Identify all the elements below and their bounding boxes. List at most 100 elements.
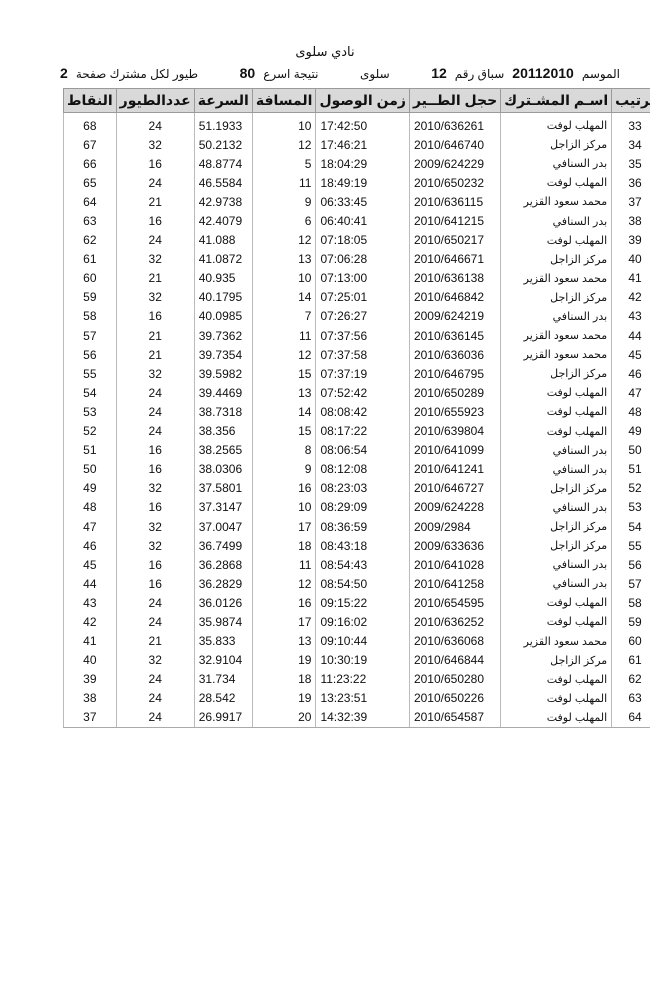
speed-cell: 38.0306 [193, 459, 253, 479]
arrival-time-cell: 07:25:01 [315, 287, 410, 307]
rank-cell: 45 [611, 345, 650, 365]
distance-cell: 19 [251, 650, 317, 670]
bird-count-cell: 16 [115, 154, 195, 174]
points-cell: 64 [63, 192, 117, 212]
participant-cell: بدر السنافي [500, 497, 613, 517]
distance-cell: 15 [251, 421, 317, 441]
distance-cell: 5 [251, 154, 317, 174]
distance-cell: 13 [251, 631, 317, 651]
speed-cell: 35.833 [193, 631, 253, 651]
arrival-time-cell: 09:10:44 [315, 631, 410, 651]
arrival-time-cell: 17:42:50 [315, 112, 410, 136]
ring-cell: 2010/650226 [408, 688, 502, 708]
table-row: 41 محمد سعود القزير 2010/636138 07:13:00 10 4… [63, 268, 650, 288]
col-arrival-time: زمن الوصول [315, 88, 410, 113]
rank-cell: 34 [611, 135, 650, 155]
table-row: 51 بدر السنافي 2010/641241 08:12:08 9 38.0306… [63, 459, 650, 479]
distance-cell: 18 [251, 536, 317, 556]
ring-cell: 2010/641241 [408, 459, 502, 479]
participant-cell: مركز الزاجل [500, 287, 613, 307]
rank-cell: 63 [611, 688, 650, 708]
ring-cell: 2010/646842 [408, 287, 502, 307]
rank-cell: 46 [611, 364, 650, 384]
table-row: 38 بدر السنافي 2010/641215 06:40:41 6 42.4079… [63, 211, 650, 231]
distance-cell: 7 [251, 306, 317, 327]
points-cell: 60 [63, 268, 117, 288]
table-row: 48 المهلب لوفت 2010/655923 08:08:42 14 38.731… [63, 402, 650, 422]
distance-cell: 13 [251, 249, 317, 269]
arrival-time-cell: 07:18:05 [315, 230, 410, 250]
ring-cell: 2010/646844 [408, 650, 502, 670]
rank-cell: 52 [611, 478, 650, 498]
participant-cell: المهلب لوفت [500, 707, 613, 728]
bird-count-cell: 24 [115, 173, 195, 193]
distance-cell: 16 [251, 593, 317, 613]
rank-cell: 33 [611, 112, 650, 136]
rank-cell: 49 [611, 421, 650, 441]
bird-count-cell: 32 [115, 249, 195, 269]
points-cell: 61 [63, 249, 117, 269]
race-info: الموسم 20112010 سباق رقم 12 سلوى نتيجة ا… [60, 65, 620, 81]
distance-cell: 10 [251, 268, 317, 288]
arrival-time-cell: 08:12:08 [315, 459, 410, 479]
arrival-time-cell: 13:23:51 [315, 688, 410, 708]
distance-cell: 11 [251, 326, 317, 346]
bird-count-cell: 24 [115, 707, 195, 728]
points-cell: 41 [63, 631, 117, 651]
ring-cell: 2010/650232 [408, 173, 502, 193]
participant-cell: بدر السنافي [500, 574, 613, 594]
speed-cell: 41.0872 [193, 249, 253, 269]
table-row: 37 محمد سعود القزير 2010/636115 06:33:45 9 42… [63, 192, 650, 212]
points-cell: 46 [63, 536, 117, 556]
rank-cell: 36 [611, 173, 650, 193]
arrival-time-cell: 08:29:09 [315, 497, 410, 517]
bird-count-cell: 21 [115, 326, 195, 346]
speed-cell: 40.0985 [193, 306, 253, 327]
points-cell: 67 [63, 135, 117, 155]
per-member-label: طيور لكل مشترك صفحة [75, 67, 199, 81]
arrival-time-cell: 18:04:29 [315, 154, 410, 174]
bird-count-cell: 32 [115, 478, 195, 498]
arrival-time-cell: 07:37:19 [315, 364, 410, 384]
race-number: 12 [431, 65, 447, 81]
points-cell: 65 [63, 173, 117, 193]
table-row: 46 مركز الزاجل 2010/646795 07:37:19 15 39.598… [63, 364, 650, 384]
arrival-time-cell: 08:06:54 [315, 440, 410, 460]
arrival-time-cell: 07:06:28 [315, 249, 410, 269]
ring-cell: 2010/639804 [408, 421, 502, 441]
ring-cell: 2010/636252 [408, 612, 502, 632]
season-race-group: الموسم 20112010 سباق رقم 12 [431, 65, 620, 81]
rank-cell: 53 [611, 497, 650, 517]
table-row: 55 مركز الزاجل 2009/633636 08:43:18 18 36.749… [63, 536, 650, 556]
table-row: 49 المهلب لوفت 2010/639804 08:17:22 15 38.356… [63, 421, 650, 441]
participant-cell: بدر السنافي [500, 306, 613, 327]
participant-cell: مركز الزاجل [500, 135, 613, 155]
points-cell: 51 [63, 440, 117, 460]
bird-count-cell: 24 [115, 402, 195, 422]
col-distance: المسافة [251, 88, 317, 113]
distance-cell: 10 [251, 112, 317, 136]
col-points: النقاط [63, 88, 117, 113]
bird-count-cell: 21 [115, 345, 195, 365]
participant-cell: المهلب لوفت [500, 688, 613, 708]
arrival-time-cell: 08:54:43 [315, 555, 410, 575]
season-value: 20112010 [512, 65, 574, 81]
arrival-time-cell: 06:33:45 [315, 192, 410, 212]
distance-cell: 16 [251, 478, 317, 498]
table-row: 52 مركز الزاجل 2010/646727 08:23:03 16 37.580… [63, 478, 650, 498]
arrival-time-cell: 08:23:03 [315, 478, 410, 498]
participant-cell: المهلب لوفت [500, 383, 613, 403]
points-cell: 43 [63, 593, 117, 613]
distance-cell: 6 [251, 211, 317, 231]
col-speed: السرعة [193, 88, 253, 113]
table-row: 43 بدر السنافي 2009/624219 07:26:27 7 40.0985… [63, 306, 650, 327]
ring-cell: 2010/650280 [408, 669, 502, 689]
rank-cell: 59 [611, 612, 650, 632]
rank-cell: 57 [611, 574, 650, 594]
rank-cell: 50 [611, 440, 650, 460]
location-group: سلوى [360, 67, 390, 81]
bird-count-cell: 32 [115, 287, 195, 307]
ring-cell: 2010/646671 [408, 249, 502, 269]
points-cell: 50 [63, 459, 117, 479]
participant-cell: بدر السنافي [500, 459, 613, 479]
